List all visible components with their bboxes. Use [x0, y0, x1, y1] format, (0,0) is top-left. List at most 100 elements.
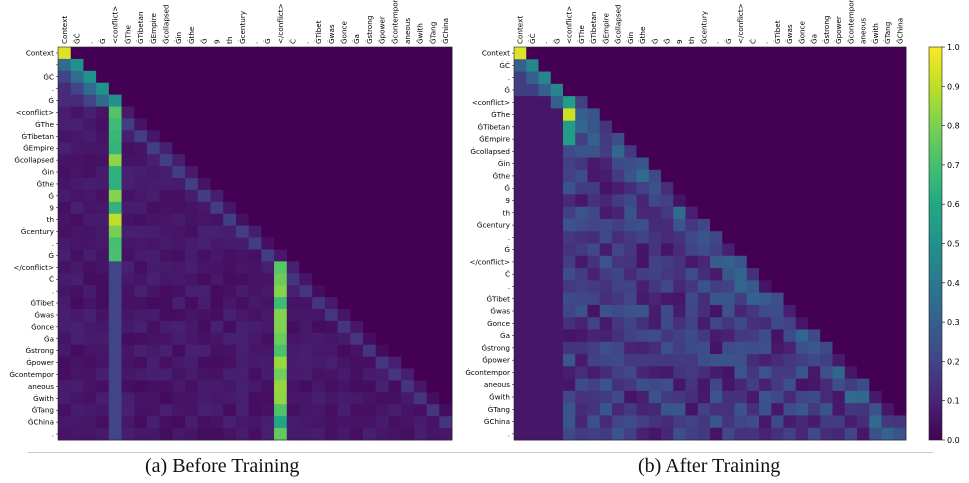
heatmap-cell: [869, 317, 882, 330]
heatmap-cell: [820, 403, 833, 416]
x-tick-label: 9: [675, 39, 684, 44]
heatmap-cell: [612, 71, 625, 85]
heatmap-cell: [514, 427, 527, 441]
y-tick-label: ĠĊ: [499, 61, 510, 70]
heatmap-cell: [134, 237, 148, 250]
heatmap-cell: [235, 70, 250, 84]
heatmap-cell: [375, 320, 389, 334]
heatmap-cell: [172, 213, 186, 227]
y-tick-label: Ġ: [48, 96, 54, 105]
heatmap-cell: [685, 132, 699, 146]
heatmap-cell: [587, 83, 601, 97]
y-tick-label: th: [47, 215, 54, 224]
heatmap-cell: [350, 297, 364, 310]
heatmap-cell: [172, 297, 186, 310]
heatmap-cell: [388, 94, 402, 107]
heatmap-cell: [587, 169, 601, 183]
y-tick-label: Ġcentury: [21, 227, 55, 236]
heatmap-cell: [746, 169, 760, 183]
heatmap-cell: [426, 201, 440, 215]
heatmap-cell: [550, 341, 564, 355]
y-tick-label: .: [508, 233, 510, 242]
heatmap-cell: [337, 368, 351, 381]
heatmap-cell: [550, 403, 564, 416]
heatmap-cell: [299, 213, 313, 227]
heatmap-cell: [96, 249, 110, 262]
heatmap-cell: [299, 47, 313, 60]
heatmap-cell: [337, 201, 351, 215]
heatmap-cell: [771, 403, 784, 416]
heatmap-cell: [197, 142, 211, 155]
heatmap-cell: [146, 261, 161, 274]
heatmap-cell: [312, 428, 326, 441]
x-tick-label: Ġ: [724, 38, 733, 44]
heatmap-cell: [299, 344, 313, 358]
heatmap-cell: [685, 71, 699, 85]
heatmap-cell: [893, 341, 907, 355]
heatmap-cell: [550, 157, 564, 171]
heatmap-cell: [636, 59, 650, 72]
heatmap-cell: [857, 169, 870, 183]
heatmap-cell: [661, 354, 674, 367]
heatmap-cell: [146, 70, 161, 84]
heatmap-cell: [235, 225, 250, 238]
heatmap-cell: [324, 130, 339, 143]
heatmap-cell: [710, 83, 723, 97]
heatmap-cell: [697, 378, 711, 392]
heatmap-cell: [324, 332, 339, 346]
heatmap-cell: [538, 427, 552, 441]
heatmap-cell: [261, 130, 275, 143]
heatmap-after: ContextĠĊ.Ġ<conflict>ĠTheĠTibetanĠEmpire…: [465, 0, 907, 441]
heatmap-cell: [771, 427, 784, 441]
heatmap-cell: [58, 58, 72, 72]
heatmap-cell: [388, 320, 402, 334]
heatmap-cell: [710, 403, 723, 416]
heatmap-cell: [375, 380, 389, 393]
heatmap-cell: [844, 59, 858, 72]
heatmap-cell: [697, 108, 711, 122]
heatmap-cell: [746, 108, 760, 122]
heatmap-cell: [134, 82, 148, 96]
heatmap-cell: [439, 320, 453, 334]
heatmap-cell: [261, 368, 275, 381]
heatmap-cell: [172, 118, 186, 131]
heatmap-cell: [783, 59, 797, 72]
heatmap-cell: [844, 427, 858, 441]
heatmap-cell: [401, 201, 415, 215]
heatmap-cell: [661, 157, 674, 171]
heatmap-cell: [685, 47, 699, 60]
heatmap-cell: [299, 356, 313, 369]
heatmap-cell: [820, 120, 833, 134]
heatmap-cell: [235, 166, 250, 179]
heatmap-cell: [550, 378, 564, 392]
colorbar-tick-label: 0.2: [947, 357, 960, 366]
heatmap-cell: [857, 292, 870, 306]
heatmap-cell: [375, 166, 389, 179]
heatmap-cell: [685, 329, 699, 343]
y-tick-label: Ġcollapsed: [14, 156, 54, 165]
heatmap-cell: [413, 58, 427, 72]
colorbar-tick-label: 0.0: [947, 436, 960, 445]
heatmap-cell: [648, 96, 662, 109]
heatmap-cell: [563, 378, 576, 392]
heatmap-cell: [185, 404, 199, 417]
heatmap-cell: [83, 47, 97, 60]
heatmap-cell: [248, 380, 262, 393]
heatmap-cell: [350, 404, 364, 417]
x-tick-label: 9: [212, 39, 221, 44]
heatmap-cell: [783, 96, 797, 109]
heatmap-cell: [172, 106, 186, 119]
heatmap-cell: [869, 329, 882, 343]
heatmap-cell: [210, 225, 224, 238]
heatmap-cell: [324, 344, 339, 358]
heatmap-cell: [771, 206, 784, 220]
heatmap-cell: [808, 169, 821, 183]
heatmap-cell: [881, 292, 895, 306]
heatmap-cell: [722, 182, 735, 195]
heatmap-cell: [771, 47, 784, 60]
heatmap-cell: [235, 416, 250, 429]
heatmap-cell: [96, 166, 110, 179]
heatmap-cell: [722, 268, 735, 281]
heatmap-cell: [759, 218, 772, 232]
heatmap-cell: [820, 182, 833, 195]
